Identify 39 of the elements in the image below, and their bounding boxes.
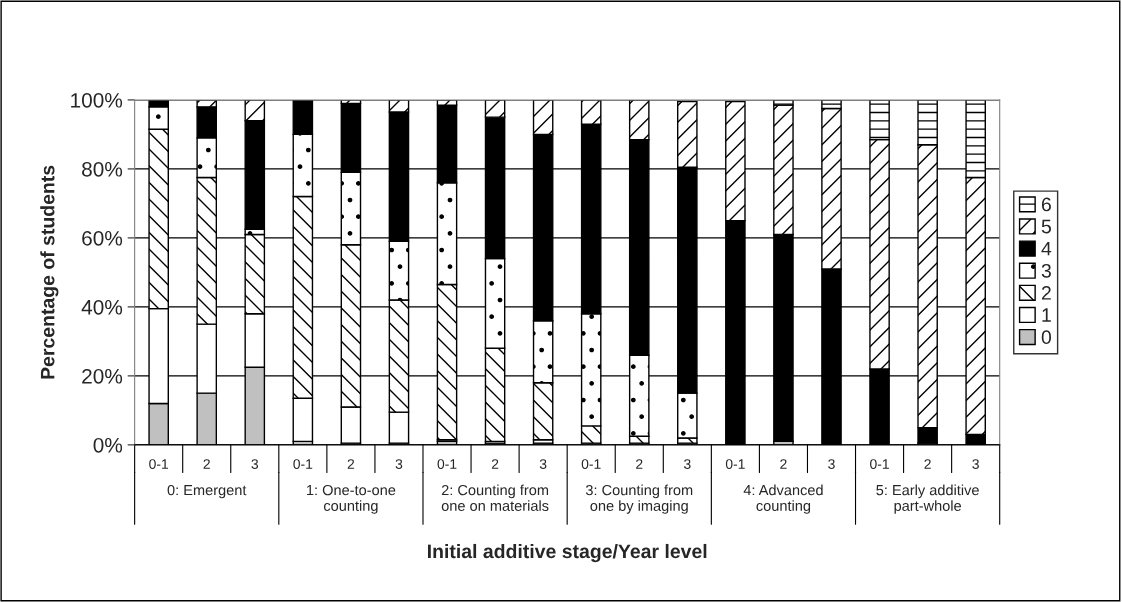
x-tick-label: 3: [972, 459, 979, 469]
y-tick-label: 80%: [82, 161, 123, 177]
x-tick-label: 2: [924, 459, 931, 469]
legend-label: 3: [1041, 263, 1051, 278]
text: 5: Early additive part-whole: [876, 484, 979, 514]
y-tick-label: 20%: [82, 368, 123, 384]
legend-label: 0: [1041, 330, 1052, 345]
y-tick-label: 0%: [93, 437, 123, 453]
text: 3: Counting from one by imaging: [585, 484, 693, 514]
x-tick-label: 3: [395, 459, 403, 469]
y-tick-label: 40%: [81, 299, 123, 315]
text: 4: Advanced counting: [743, 484, 823, 514]
y-axis-title: Percentage of students: [40, 165, 59, 379]
x-tick-label: 3: [539, 459, 547, 469]
x-tick-label: 3: [683, 459, 691, 469]
x-tick-label: 0-1: [725, 459, 745, 469]
x-tick-label: 0-1: [149, 459, 169, 469]
legend-label: 1: [1042, 308, 1051, 322]
x-tick-label: 0-1: [293, 459, 313, 469]
x-tick-label: 2: [203, 459, 210, 469]
x-tick-label: 2: [780, 459, 787, 469]
y-tick-label: 100%: [71, 92, 123, 108]
y-tick-label: 60%: [82, 230, 123, 246]
x-tick-label: 2: [636, 459, 643, 469]
x-tick-label: 0-1: [581, 459, 601, 469]
x-tick-label: 0-1: [437, 459, 457, 469]
x-axis-title: Initial additive stage/Year level: [427, 543, 707, 563]
x-tick-label: 3: [828, 459, 835, 469]
x-tick-label: 2: [491, 459, 499, 469]
legend-label: 4: [1041, 241, 1052, 256]
legend-label: 6: [1041, 197, 1051, 212]
x-tick-label: 3: [251, 459, 259, 469]
legend-label: 5: [1041, 219, 1051, 234]
x-tick-label: 2: [347, 459, 355, 469]
legend-label: 2: [1041, 286, 1051, 300]
text: 2: Counting from one on materials: [441, 484, 549, 511]
text: 1: One-to-one counting: [307, 484, 396, 514]
text: 0: Emergent: [167, 484, 247, 499]
x-tick-label: 0-1: [870, 459, 889, 469]
